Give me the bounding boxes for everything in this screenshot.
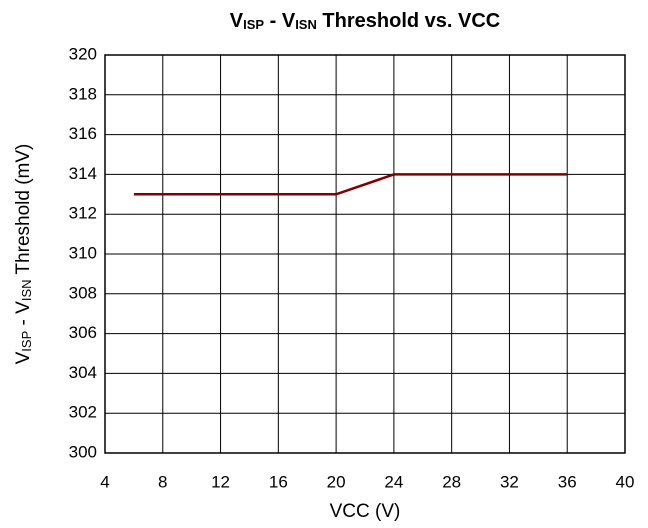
x-tick-label: 4 [100, 472, 109, 491]
chart-title-part: V [230, 10, 244, 32]
chart-title-part: - V [264, 10, 296, 32]
chart-title: VISP - VISN Threshold vs. VCC [230, 10, 500, 32]
plot-frame [104, 54, 626, 454]
chart-title-part: Threshold vs. VCC [317, 10, 500, 32]
y-tick-label: 314 [69, 164, 97, 183]
y-tick-label: 304 [69, 363, 97, 382]
y-tick-label: 312 [69, 204, 97, 223]
x-tick-label: 8 [158, 472, 167, 491]
y-axis-label-part: ISP [19, 331, 34, 352]
x-tick-label: 40 [616, 472, 635, 491]
x-tick-label: 36 [558, 472, 577, 491]
x-tick-label: 28 [442, 472, 461, 491]
y-tick-label: 310 [69, 243, 97, 262]
x-tick-label: 24 [384, 472, 403, 491]
y-tick-label: 300 [69, 442, 97, 461]
y-axis-label-part: V [13, 351, 34, 364]
y-tick-label: 316 [69, 124, 97, 143]
x-tick-label: 16 [269, 472, 288, 491]
x-tick-label: 12 [211, 472, 230, 491]
y-axis-label-part: ISN [19, 279, 34, 301]
y-tick-label: 320 [69, 44, 97, 63]
y-tick-label: 308 [69, 283, 97, 302]
y-axis-label-part: Threshold (mV) [13, 144, 34, 280]
x-tick-label: 20 [327, 472, 346, 491]
y-tick-label: 302 [69, 403, 97, 422]
x-tick-label: 32 [500, 472, 519, 491]
x-axis-label: VCC (V) [330, 501, 401, 522]
y-tick-label: 306 [69, 323, 97, 342]
chart-title-part: ISP [243, 17, 264, 32]
chart-title-part: ISN [295, 17, 317, 32]
y-axis-label: VISP - VISN Threshold (mV) [13, 144, 34, 365]
y-tick-label: 318 [69, 84, 97, 103]
line [133, 173, 568, 196]
y-axis-label-part: - V [13, 301, 34, 331]
